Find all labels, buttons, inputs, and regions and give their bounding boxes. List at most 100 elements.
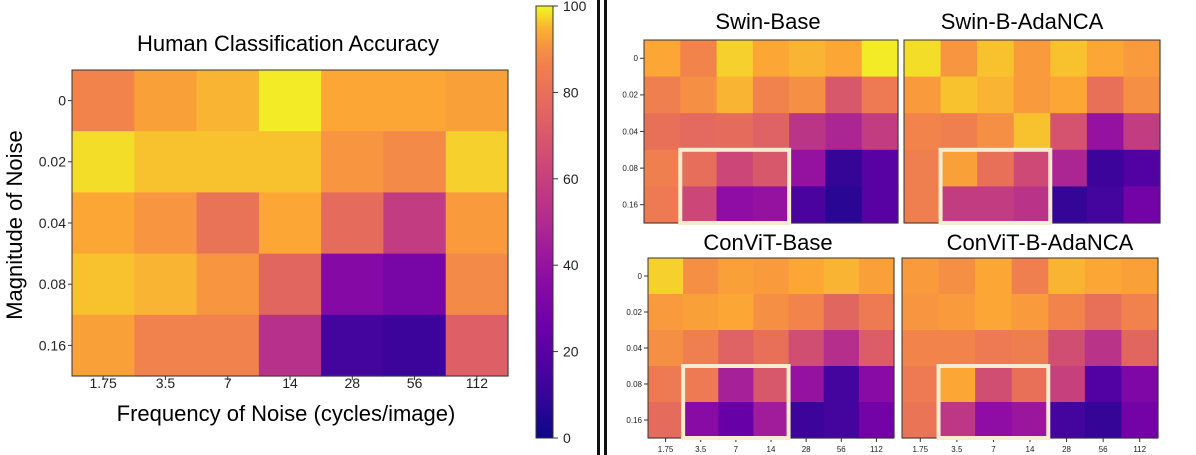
x-tick-label: 28 xyxy=(344,375,360,391)
heatmap-cell xyxy=(753,294,790,331)
panel-divider-left xyxy=(597,0,600,455)
heatmap-cell xyxy=(1011,330,1049,367)
heatmap-cell xyxy=(680,40,718,78)
heatmap-cell xyxy=(940,186,978,224)
x-tick-label: 56 xyxy=(837,445,846,454)
heatmap-cell xyxy=(975,330,1013,367)
x-tick-label: 7 xyxy=(991,445,996,454)
heatmap-cell xyxy=(648,402,684,439)
heatmap-cell xyxy=(904,113,942,151)
heatmap-cell xyxy=(938,330,976,367)
y-tick-label: 0.16 xyxy=(622,201,638,210)
heatmap-cell xyxy=(718,366,755,403)
heatmap-cell xyxy=(1123,149,1161,187)
heatmap-cell xyxy=(858,330,895,367)
y-tick-label: 0.16 xyxy=(626,416,642,425)
heatmap-cell xyxy=(72,192,135,255)
colorbar-tick-label: 80 xyxy=(563,84,579,100)
heatmap-cell xyxy=(321,70,385,132)
heatmap-cell xyxy=(902,402,940,439)
heatmap-cell xyxy=(1048,258,1086,295)
heatmap-cell xyxy=(72,253,135,316)
heatmap-cell xyxy=(1050,186,1088,224)
heatmap-cell xyxy=(904,186,942,224)
heatmap-cell xyxy=(1084,330,1123,367)
heatmap-cell xyxy=(753,402,790,439)
heatmap-cell xyxy=(445,70,509,132)
x-tick-label: 14 xyxy=(767,445,776,454)
heatmap-cell xyxy=(788,294,825,331)
x-tick-label: 1.75 xyxy=(90,375,117,391)
x-tick-label: 56 xyxy=(1099,445,1108,454)
heatmap-cell xyxy=(975,402,1013,439)
human-y-axis-label: Magnitude of Noise xyxy=(2,130,27,320)
y-tick-label: 0.04 xyxy=(622,127,638,136)
heatmap-cell xyxy=(938,258,976,295)
heatmap-cell xyxy=(1084,402,1123,439)
heatmap-cell xyxy=(383,131,447,193)
highlight-box xyxy=(678,147,792,225)
heatmap-cell xyxy=(683,402,719,439)
x-tick-label: 1.75 xyxy=(658,445,674,454)
heatmap-cell xyxy=(975,258,1013,295)
x-tick-label: 7 xyxy=(734,445,739,454)
heatmap-cell xyxy=(975,366,1013,403)
heatmap-cell xyxy=(858,294,895,331)
heatmap-cell xyxy=(196,314,260,377)
heatmap-cell xyxy=(1086,149,1125,187)
heatmap-cell xyxy=(321,192,385,255)
heatmap-cell xyxy=(902,366,940,403)
heatmap-cell xyxy=(648,294,684,331)
heatmap-cell xyxy=(644,186,681,224)
heatmap-cell xyxy=(680,149,718,187)
heatmap-cell xyxy=(648,258,684,295)
x-tick-label: 3.5 xyxy=(156,375,176,391)
heatmap-cell xyxy=(753,366,790,403)
heatmap-cell xyxy=(823,294,860,331)
heatmap-cell xyxy=(861,186,899,224)
heatmap-cell xyxy=(716,113,754,151)
y-tick-label: 0.02 xyxy=(39,154,66,170)
heatmap-cell xyxy=(1048,330,1086,367)
convit-b-adanca-title: ConViT-B-AdaNCA xyxy=(947,230,1134,255)
swin-base-title: Swin-Base xyxy=(715,9,820,34)
y-tick-label: 0.08 xyxy=(626,380,642,389)
x-tick-label: 3.5 xyxy=(695,445,707,454)
heatmap-cell xyxy=(902,330,940,367)
heatmap-cell xyxy=(716,76,754,114)
x-tick-label: 28 xyxy=(1062,445,1071,454)
heatmap-cell xyxy=(789,149,827,187)
heatmap-cell xyxy=(858,402,895,439)
heatmap-cell xyxy=(940,40,978,78)
heatmap-cell xyxy=(788,258,825,295)
heatmap-cell xyxy=(977,149,1015,187)
heatmap-cell xyxy=(788,402,825,439)
heatmap-cell xyxy=(383,253,447,316)
heatmap-cell xyxy=(196,253,260,316)
heatmap-cell xyxy=(1050,149,1088,187)
heatmap-cell xyxy=(902,294,940,331)
heatmap-cell xyxy=(823,366,860,403)
heatmap-cell xyxy=(753,330,790,367)
heatmap-swin-b-adanca xyxy=(903,39,1161,225)
x-tick-label: 56 xyxy=(407,375,423,391)
heatmap-cell xyxy=(1086,40,1125,78)
colorbar-tick-label: 60 xyxy=(563,171,579,187)
heatmap-cell xyxy=(904,40,942,78)
colorbar-tick-label: 40 xyxy=(563,257,579,273)
human-x-axis-label: Frequency of Noise (cycles/image) xyxy=(117,401,456,426)
heatmap-cell xyxy=(321,314,385,377)
heatmap-cell xyxy=(789,113,827,151)
heatmap-cell xyxy=(134,192,198,255)
human-chart-title: Human Classification Accuracy xyxy=(137,31,439,56)
heatmap-cell xyxy=(1011,294,1049,331)
heatmap-cell xyxy=(680,186,718,224)
heatmap-cell xyxy=(977,186,1015,224)
heatmap-cell xyxy=(1013,113,1051,151)
x-tick-label: 7 xyxy=(224,375,232,391)
heatmap-cell xyxy=(788,330,825,367)
heatmap-cell xyxy=(902,258,940,295)
heatmap-cell xyxy=(861,40,899,78)
heatmap-cell xyxy=(1013,149,1051,187)
